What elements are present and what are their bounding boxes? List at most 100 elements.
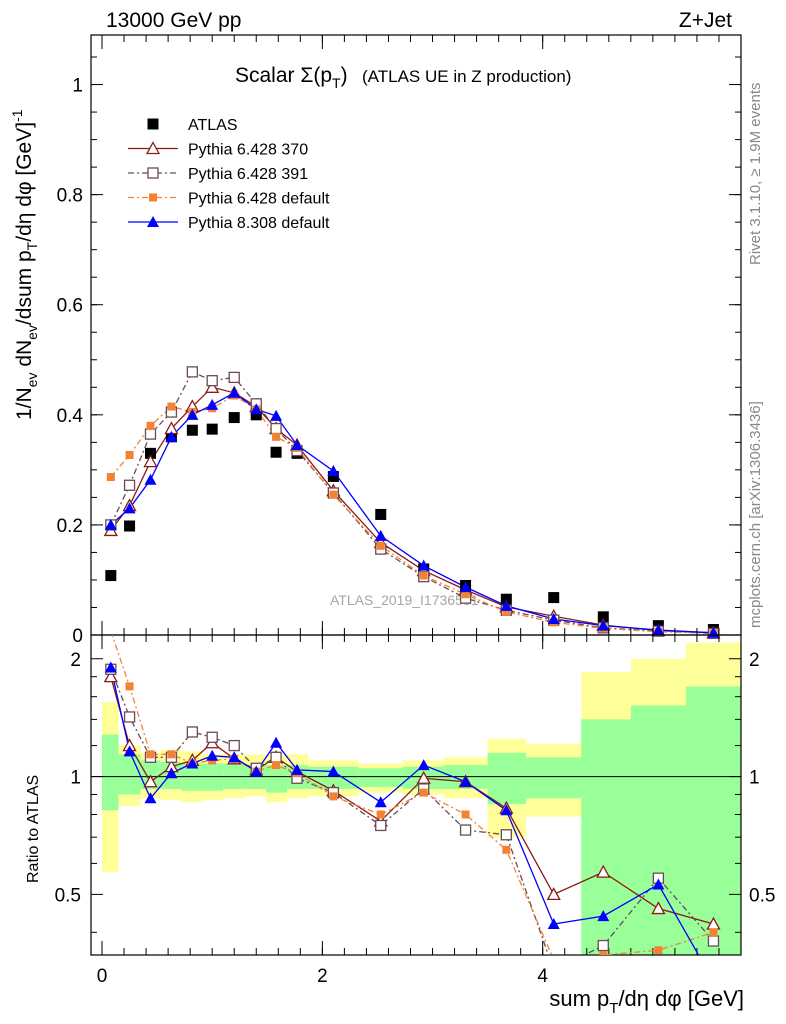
ratio-point-p8def: [500, 804, 513, 816]
ratio-point-p391: [228, 739, 240, 752]
point-atlas: [250, 409, 262, 421]
x-axis-label: sum pT/dη dφ [GeV]: [549, 986, 744, 1017]
ratio-point-p391: [206, 731, 218, 743]
point-atlas: [105, 570, 117, 582]
point-atlas: [270, 446, 282, 458]
point-p8def: [374, 529, 387, 541]
ratio-point-p6def: [146, 750, 155, 759]
point-p370: [143, 454, 158, 468]
ratio-point-p6def: [167, 750, 176, 759]
point-p8def: [186, 408, 199, 420]
ratio-point-p6def: [272, 761, 281, 770]
point-atlas: [186, 424, 198, 436]
point-atlas: [144, 447, 156, 459]
point-p6def: [419, 571, 428, 580]
legend-marker-p6def: [149, 193, 157, 202]
ratio-point-p391: [459, 824, 472, 836]
point-p8def: [250, 403, 263, 415]
point-p8def: [652, 624, 665, 636]
ratio-bands: [102, 642, 741, 955]
ratio-point-p391: [186, 726, 199, 738]
point-atlas: [548, 592, 560, 604]
point-p6def: [125, 451, 134, 459]
ratio-point-p391: [123, 711, 136, 723]
point-p391: [144, 428, 157, 440]
point-p8def: [144, 473, 157, 485]
legend: ATLAS Pythia 6.428 370 Pythia 6.428 391 Pyt…: [128, 117, 330, 232]
y-tick-label-main: 0: [72, 626, 83, 647]
plot-title-sub: T: [332, 75, 341, 91]
point-atlas: [375, 508, 387, 520]
point-p370: [205, 379, 220, 393]
point-p8def: [228, 386, 241, 398]
point-atlas: [597, 611, 609, 623]
point-atlas: [327, 470, 339, 482]
point-p6def: [272, 432, 281, 441]
ratio-point-p8def: [206, 749, 219, 761]
plot-title: Scalar Σ(pT) (ATLAS UE in Z production): [235, 64, 571, 91]
ratio-point-p8def: [228, 751, 241, 763]
ratio-point-p8def: [270, 736, 283, 748]
plot-title-rest: (ATLAS UE in Z production): [362, 67, 571, 86]
legend-label-atlas: ATLAS: [188, 117, 238, 134]
point-atlas: [206, 423, 218, 435]
ratio-point-p391: [375, 819, 387, 832]
point-p8def: [327, 464, 340, 476]
y-tick-label-ratio: 1: [70, 768, 81, 789]
x-tick-label: 2: [317, 966, 328, 987]
header-left: 13000 GeV pp: [106, 9, 241, 32]
y-axis-label-main: 1/Nev dNev/dsum pT/dη dφ [GeV]-1: [9, 109, 40, 420]
band-green-bin: [202, 763, 224, 791]
legend-label-p6def: Pythia 6.428 default: [188, 191, 330, 208]
y-tick-label-main: 0.2: [57, 516, 83, 537]
point-p391: [186, 366, 199, 378]
y-tick-label-main: 0.8: [57, 186, 83, 207]
ratio-point-p370: [143, 774, 158, 788]
y-tick-label-main: 0.6: [57, 296, 83, 317]
point-p6def: [502, 607, 511, 616]
band-green-bin: [487, 752, 527, 805]
legend-label-p8def: Pythia 8.308 default: [188, 215, 330, 232]
point-p6def: [329, 490, 338, 499]
x-tick-label: 4: [537, 966, 548, 987]
point-p391: [206, 375, 218, 387]
band-green-bin: [358, 768, 403, 788]
ratio-point-p391: [500, 829, 512, 841]
ratio-point-p6def: [502, 845, 511, 854]
ratio-point-p391: [597, 939, 609, 952]
ratio-frame: [90, 634, 742, 956]
svg-text:Scalar Σ(pT): Scalar Σ(pT): [235, 64, 348, 91]
band-green-bin: [181, 763, 203, 791]
ratio-point-p8def: [327, 765, 340, 777]
point-p8def: [123, 502, 136, 514]
ratio-point-p8def: [291, 763, 304, 775]
point-p8def: [206, 398, 219, 410]
band-green-bin: [118, 754, 141, 795]
ratio-point-p391: [270, 751, 282, 763]
ratio-point-p8def: [165, 767, 178, 779]
point-atlas: [228, 412, 240, 424]
ratio-point-p6def: [709, 928, 718, 937]
ratio-point-p8def: [104, 661, 117, 673]
side-label-mcplots: mcplots.cern.ch [arXiv:1306.3436]: [747, 401, 764, 628]
ratio-point-p370: [546, 887, 561, 901]
ratio-point-p6def: [419, 788, 428, 797]
watermark: ATLAS_2019_I1736531: [330, 592, 479, 608]
point-p8def: [597, 619, 610, 631]
point-p391: [123, 479, 136, 491]
ratio-point-p391: [707, 935, 720, 947]
point-atlas: [500, 593, 512, 605]
point-p6def: [376, 541, 385, 550]
legend-marker-p8def: [147, 216, 159, 227]
band-green-bin: [102, 734, 119, 811]
legend-marker-atlas: [147, 118, 159, 130]
ratio-point-p6def: [125, 682, 134, 691]
ratio-point-p6def: [329, 792, 338, 801]
legend-marker-p370: [145, 141, 161, 155]
legend-label-p370: Pythia 6.428 370: [188, 142, 308, 159]
y-tick-label-ratio-right: 2: [749, 650, 760, 671]
ratio-point-p8def: [547, 918, 560, 930]
y-tick-label-ratio-right: 1: [749, 768, 760, 789]
ratio-point-p8def: [250, 765, 263, 777]
